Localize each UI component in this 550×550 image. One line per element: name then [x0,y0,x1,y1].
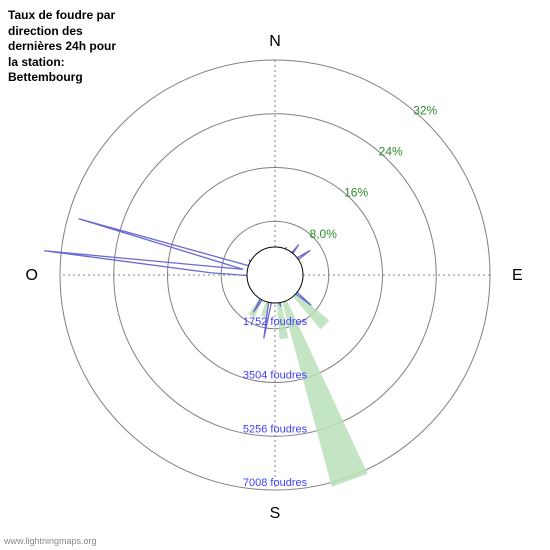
svg-text:24%: 24% [379,144,403,158]
svg-text:7008 foudres: 7008 foudres [243,477,308,489]
svg-text:5256 foudres: 5256 foudres [243,423,308,435]
svg-text:3504 foudres: 3504 foudres [243,370,308,382]
svg-text:32%: 32% [413,103,437,117]
svg-text:E: E [512,267,523,284]
svg-text:S: S [270,505,281,522]
svg-text:N: N [269,33,281,50]
svg-text:1752 foudres: 1752 foudres [243,316,308,328]
polar-chart: 8,0% 1752 foudres 16% 3504 foudres 24% 5256 f… [0,0,550,550]
svg-text:8,0%: 8,0% [310,227,338,241]
svg-text:O: O [26,267,38,284]
svg-text:16%: 16% [344,186,368,200]
